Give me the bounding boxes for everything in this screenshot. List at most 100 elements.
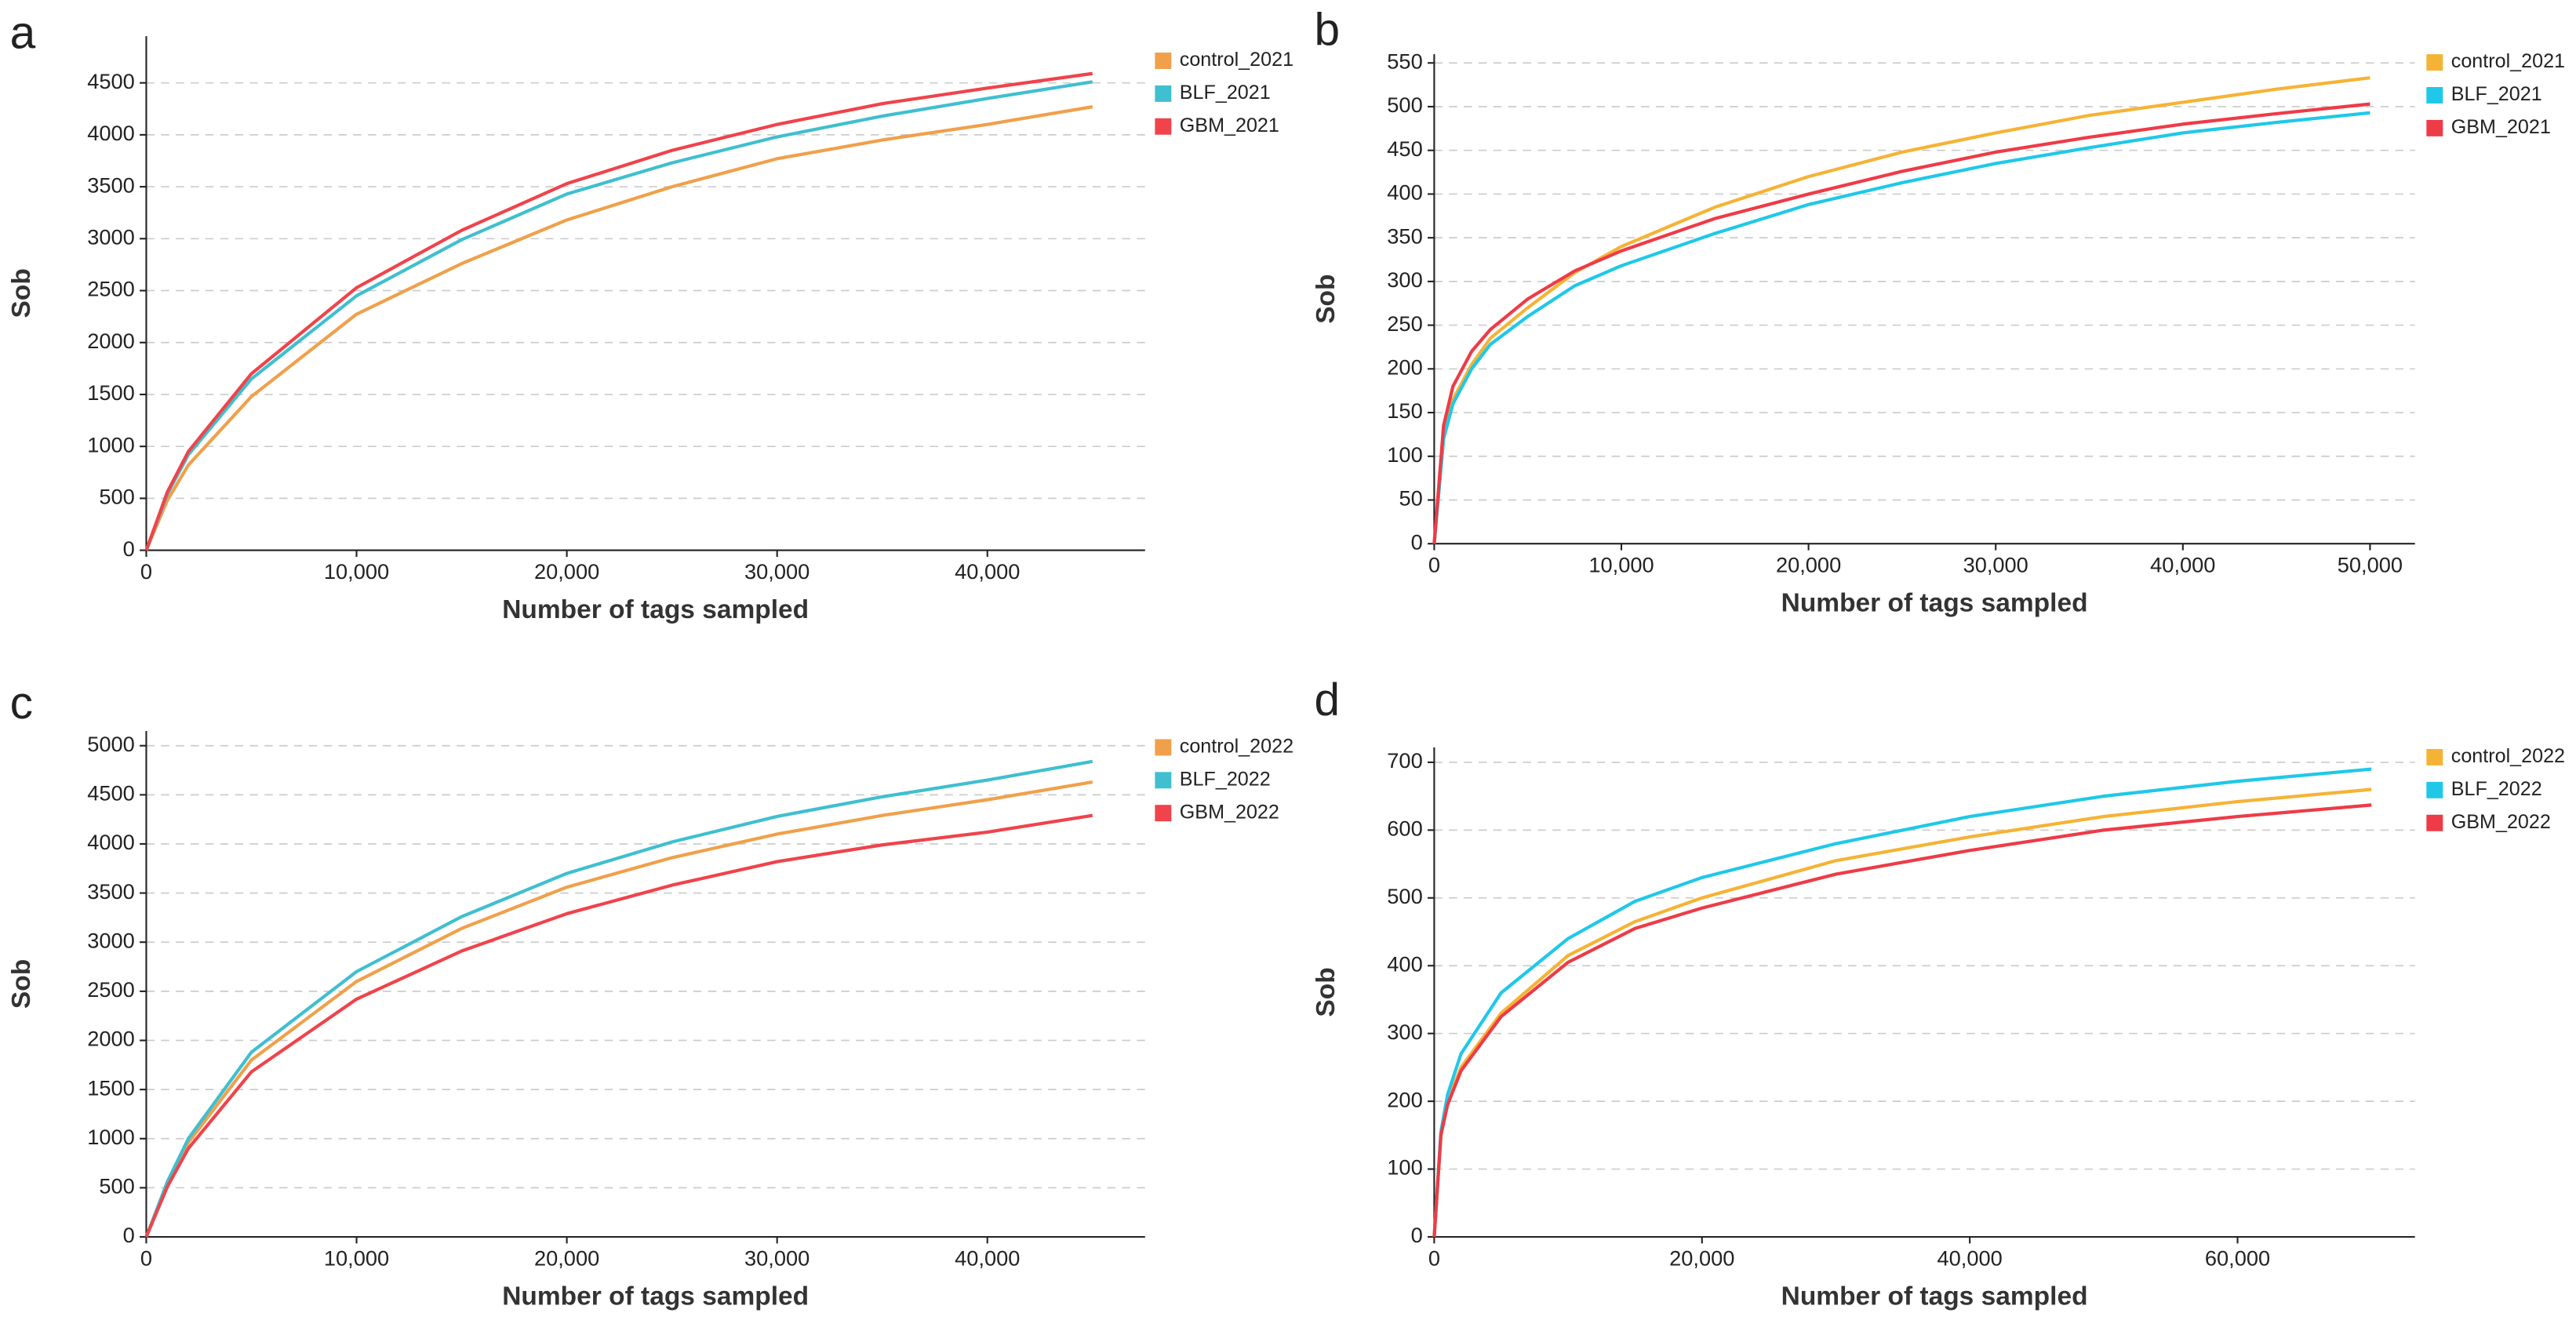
y-tick-label: 700 bbox=[1387, 748, 1422, 773]
legend-swatch bbox=[1155, 85, 1172, 102]
y-tick-label: 50 bbox=[1399, 486, 1422, 511]
y-tick-label: 2000 bbox=[87, 329, 135, 353]
legend-swatch bbox=[2426, 54, 2443, 71]
x-tick-label: 0 bbox=[1428, 553, 1440, 577]
y-tick-label: 2000 bbox=[87, 1027, 135, 1051]
y-tick-label: 3000 bbox=[87, 928, 135, 952]
legend-label: GBM_2022 bbox=[1180, 801, 1279, 823]
legend-swatch bbox=[2426, 119, 2443, 136]
y-tick-label: 100 bbox=[1387, 1155, 1422, 1180]
y-tick-label: 2500 bbox=[87, 977, 135, 1002]
x-tick-label: 0 bbox=[1428, 1246, 1440, 1271]
series-line bbox=[1432, 111, 2370, 544]
panel-label: a bbox=[10, 8, 36, 59]
panel-label: c bbox=[10, 678, 33, 729]
y-tick-label: 250 bbox=[1387, 311, 1422, 336]
y-axis-label: Sob bbox=[1312, 275, 1341, 324]
legend-swatch bbox=[1155, 118, 1172, 135]
legend-label: BLF_2022 bbox=[2451, 778, 2542, 800]
y-tick-label: 450 bbox=[1387, 136, 1422, 161]
x-tick-label: 40,000 bbox=[1937, 1246, 2003, 1271]
legend-swatch bbox=[2426, 814, 2443, 831]
x-tick-label: 50,000 bbox=[2338, 553, 2403, 577]
y-tick-label: 350 bbox=[1387, 224, 1422, 248]
y-tick-label: 600 bbox=[1387, 816, 1422, 841]
x-tick-label: 10,000 bbox=[1588, 553, 1654, 577]
y-tick-label: 3500 bbox=[87, 173, 135, 197]
series-line bbox=[144, 780, 1093, 1238]
series-line bbox=[144, 105, 1093, 551]
legend-label: BLF_2021 bbox=[2451, 83, 2542, 105]
y-tick-label: 150 bbox=[1387, 398, 1422, 423]
legend-label: GBM_2021 bbox=[2451, 116, 2551, 138]
y-tick-label: 500 bbox=[1387, 93, 1422, 117]
y-axis-label: Sob bbox=[1312, 967, 1341, 1016]
legend-label: control_2021 bbox=[1180, 49, 1293, 71]
y-tick-label: 1000 bbox=[87, 432, 135, 456]
legend-label: control_2021 bbox=[2451, 50, 2565, 72]
x-axis-label: Number of tags sampled bbox=[1781, 589, 2088, 618]
y-tick-label: 1500 bbox=[87, 1075, 135, 1100]
y-tick-label: 550 bbox=[1387, 49, 1422, 73]
x-axis-label: Number of tags sampled bbox=[502, 595, 809, 624]
x-tick-label: 40,000 bbox=[2150, 553, 2215, 577]
legend-swatch bbox=[2426, 781, 2443, 798]
legend-label: BLF_2022 bbox=[1180, 768, 1271, 790]
x-tick-label: 30,000 bbox=[744, 1246, 810, 1271]
y-tick-label: 4500 bbox=[87, 781, 135, 806]
panel-label: b bbox=[1315, 4, 1341, 55]
legend-label: control_2022 bbox=[1180, 736, 1293, 758]
y-tick-label: 1500 bbox=[87, 380, 135, 405]
x-tick-label: 60,000 bbox=[2205, 1246, 2270, 1271]
x-tick-label: 20,000 bbox=[534, 559, 599, 584]
y-tick-label: 4000 bbox=[87, 121, 135, 145]
series-line bbox=[1432, 767, 2372, 1238]
y-tick-label: 300 bbox=[1387, 267, 1422, 292]
series-line bbox=[144, 71, 1093, 551]
x-tick-label: 30,000 bbox=[1963, 553, 2028, 577]
y-tick-label: 400 bbox=[1387, 180, 1422, 205]
series-line bbox=[144, 813, 1093, 1238]
panel-label: d bbox=[1315, 675, 1341, 726]
y-tick-label: 200 bbox=[1387, 1087, 1422, 1111]
legend-swatch bbox=[2426, 748, 2443, 766]
y-tick-label: 4500 bbox=[87, 69, 135, 93]
x-tick-label: 20,000 bbox=[534, 1246, 599, 1271]
series-line bbox=[1432, 787, 2372, 1238]
x-tick-label: 20,000 bbox=[1669, 1246, 1734, 1271]
y-tick-label: 4000 bbox=[87, 830, 135, 854]
x-tick-label: 40,000 bbox=[955, 559, 1020, 584]
y-axis-label: Sob bbox=[7, 268, 36, 318]
x-tick-label: 40,000 bbox=[955, 1246, 1020, 1271]
y-tick-label: 3000 bbox=[87, 224, 135, 249]
y-tick-label: 1000 bbox=[87, 1125, 135, 1149]
x-axis-label: Number of tags sampled bbox=[1781, 1282, 2088, 1311]
y-tick-label: 500 bbox=[1387, 884, 1422, 908]
x-tick-label: 10,000 bbox=[324, 1246, 389, 1271]
legend-label: GBM_2022 bbox=[2451, 811, 2551, 833]
series-line bbox=[144, 80, 1093, 551]
y-tick-label: 0 bbox=[1411, 1223, 1423, 1247]
y-tick-label: 3500 bbox=[87, 879, 135, 904]
legend-swatch bbox=[2426, 86, 2443, 104]
legend-label: control_2022 bbox=[2451, 745, 2565, 767]
x-tick-label: 0 bbox=[140, 559, 152, 584]
y-axis-label: Sob bbox=[7, 959, 36, 1009]
y-tick-label: 5000 bbox=[87, 732, 135, 756]
y-tick-label: 500 bbox=[99, 485, 134, 509]
x-axis-label: Number of tags sampled bbox=[502, 1282, 809, 1311]
y-tick-label: 0 bbox=[1411, 529, 1423, 554]
legend-swatch bbox=[1155, 772, 1172, 789]
series-line bbox=[144, 759, 1093, 1238]
legend-label: GBM_2021 bbox=[1180, 115, 1279, 136]
y-tick-label: 0 bbox=[123, 536, 135, 561]
series-line bbox=[1432, 102, 2370, 544]
series-line bbox=[1432, 76, 2370, 544]
y-tick-label: 400 bbox=[1387, 951, 1422, 976]
y-tick-label: 500 bbox=[99, 1174, 134, 1198]
y-tick-label: 2500 bbox=[87, 277, 135, 301]
x-tick-label: 10,000 bbox=[324, 559, 389, 584]
x-tick-label: 0 bbox=[140, 1246, 152, 1271]
